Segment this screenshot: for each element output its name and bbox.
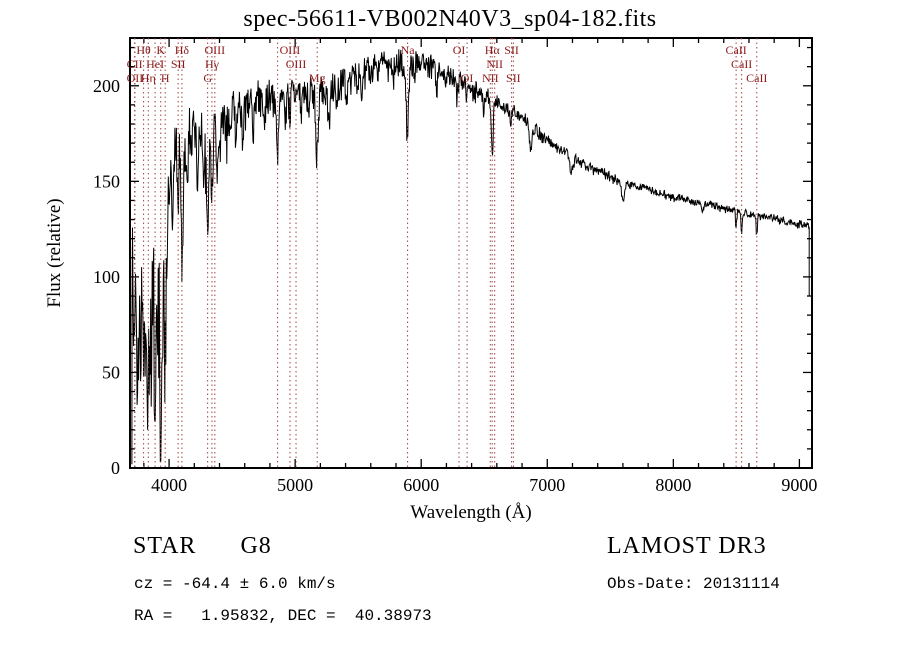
- spectral-line-label: NII: [486, 57, 503, 71]
- spectral-line-label: SII: [171, 57, 186, 71]
- x-tick-label: 9000: [781, 475, 817, 495]
- y-tick-label: 0: [111, 458, 120, 478]
- cz-value: cz = -64.4 ± 6.0 km/s: [134, 575, 336, 593]
- spectral-line-label: HeI: [146, 57, 164, 71]
- object-class: STAR: [133, 533, 197, 559]
- x-tick-label: 6000: [403, 475, 439, 495]
- spectral-line-label: CII: [127, 57, 143, 71]
- x-tick-label: 8000: [655, 475, 691, 495]
- y-axis-title: Flux (relative): [44, 198, 65, 307]
- object-classification: STAR G8: [133, 533, 272, 560]
- spectrum-trace: [131, 49, 810, 465]
- survey-name: LAMOST DR3: [607, 533, 767, 559]
- spectral-line-label: NII: [482, 71, 499, 85]
- x-tick-label: 7000: [529, 475, 565, 495]
- x-axis-title: Wavelength (Å): [410, 502, 531, 523]
- spectral-line-label: CaII: [725, 43, 746, 57]
- spectral-line-label: OIII: [286, 57, 307, 71]
- spectral-line-label: Mg: [309, 71, 326, 85]
- x-tick-label: 4000: [151, 475, 187, 495]
- spectral-line-label: SII: [504, 43, 519, 57]
- spectral-line-label: Hα: [485, 43, 501, 57]
- spectral-line-label: Hθ: [136, 43, 151, 57]
- y-tick-label: 200: [93, 76, 120, 96]
- spectral-line-label: OIII: [280, 43, 301, 57]
- spectral-line-label: SII: [506, 71, 521, 85]
- spectral-line-label: CaII: [731, 57, 752, 71]
- spectral-line-label: CaII: [746, 71, 767, 85]
- spectral-line-label: OI: [453, 43, 466, 57]
- spectral-line-label: OI: [461, 71, 474, 85]
- spectral-line-label: Hδ: [175, 43, 190, 57]
- spectrum-plot: 4000 5000 6000 7000 8000 9000 0 50 100 150 200 Wave…: [44, 37, 817, 523]
- y-tick-label: 150: [93, 171, 120, 191]
- spectral-line-label: OII: [127, 71, 144, 85]
- spectral-line-label: Hη: [141, 71, 156, 85]
- radec-value: RA = 1.95832, DEC = 40.38973: [134, 607, 432, 625]
- spectral-line-label: H: [161, 71, 170, 85]
- spectral-line-label: Na: [401, 43, 416, 57]
- spectral-line-label: Hγ: [205, 57, 220, 71]
- x-tick-label: 5000: [277, 475, 313, 495]
- object-subclass: G8: [240, 533, 272, 559]
- y-tick-label: 100: [93, 267, 120, 287]
- spectral-line-label: K: [156, 43, 165, 57]
- spectral-line-label: OIII: [205, 43, 226, 57]
- obs-date: Obs-Date: 20131114: [607, 575, 780, 593]
- y-tick-label: 50: [102, 362, 120, 382]
- plot-title: spec-56611-VB002N40V3_sp04-182.fits: [243, 6, 657, 32]
- spectral-line-label: G: [203, 71, 212, 85]
